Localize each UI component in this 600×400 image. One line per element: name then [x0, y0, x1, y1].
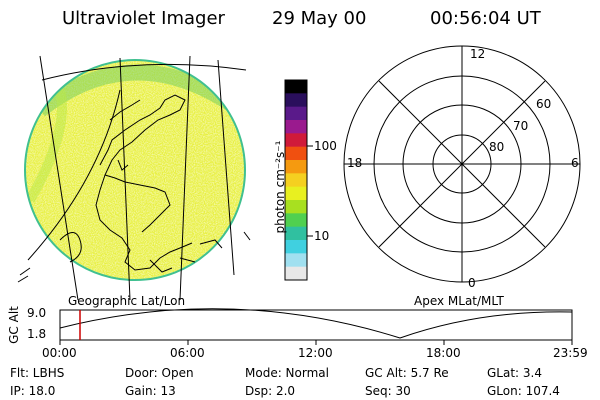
globe-image [24, 59, 246, 281]
info-gc-alt: GC Alt: 5.7 Re [365, 366, 449, 380]
info-mode: Mode: Normal [245, 366, 329, 380]
polar-label: Apex MLat/MLT [414, 294, 504, 308]
info-ip: IP: 18.0 [10, 384, 56, 398]
mlt-label-0: 0 [468, 276, 476, 290]
mlat-label-70: 70 [513, 119, 529, 133]
altitude-plot [59, 308, 573, 345]
alt-ytick-1-8: 1.8 [27, 327, 47, 341]
polar-plot [343, 45, 581, 283]
time-label: 00:56:04 UT [430, 8, 541, 29]
colorbar-cell [285, 146, 307, 161]
colorbar-cell [285, 173, 307, 188]
colorbar-cell [285, 240, 307, 254]
alt-xtick-0000: 00:00 [42, 346, 77, 360]
alt-ytick-9: 9.0 [27, 306, 47, 320]
globe-label: Geographic Lat/Lon [68, 294, 186, 308]
date-label: 29 May 00 [272, 8, 367, 29]
colorbar-cell [285, 106, 307, 121]
coastlines [17, 94, 251, 283]
alt-xtick-1800: 18:00 [426, 346, 461, 360]
colorbar-cell [285, 253, 307, 268]
mlt-label-12: 12 [470, 47, 486, 61]
colorbar-cell [285, 266, 307, 281]
colorbar-cell [285, 226, 307, 241]
colorbar-unit-label: photon cm⁻²s⁻¹ [273, 140, 287, 234]
colorbar-cell [285, 160, 307, 174]
colorbar-cell [285, 200, 307, 214]
info-door: Door: Open [125, 366, 194, 380]
info-dsp: Dsp: 2.0 [245, 384, 296, 398]
colorbar-tick-10: 10 [314, 229, 330, 243]
colorbar-cell [285, 80, 307, 94]
colorbar-cell [285, 93, 307, 108]
alt-xtick-2359: 23:59 [553, 346, 588, 360]
colorbar-tick-100: 100 [314, 139, 337, 153]
info-flt: Flt: LBHS [10, 366, 65, 380]
colorbar-cell [285, 120, 307, 134]
alt-xtick-1200: 12:00 [298, 346, 333, 360]
mlt-label-18: 18 [347, 156, 363, 170]
colorbar [284, 79, 313, 281]
info-seq: Seq: 30 [365, 384, 411, 398]
colorbar-cell [285, 186, 307, 201]
alt-ylabel: GC Alt [7, 306, 21, 344]
colorbar-cell [285, 133, 307, 148]
info-gain: Gain: 13 [125, 384, 176, 398]
info-glat: GLat: 3.4 [487, 366, 542, 380]
alt-xtick-0600: 06:00 [170, 346, 205, 360]
mlt-label-6: 6 [571, 156, 579, 170]
info-glon: GLon: 107.4 [487, 384, 560, 398]
mlat-label-60: 60 [536, 97, 552, 111]
colorbar-cell [285, 213, 307, 228]
geographic-grid [27, 55, 247, 301]
app-title: Ultraviolet Imager [62, 8, 225, 29]
mlat-label-80: 80 [489, 140, 505, 154]
